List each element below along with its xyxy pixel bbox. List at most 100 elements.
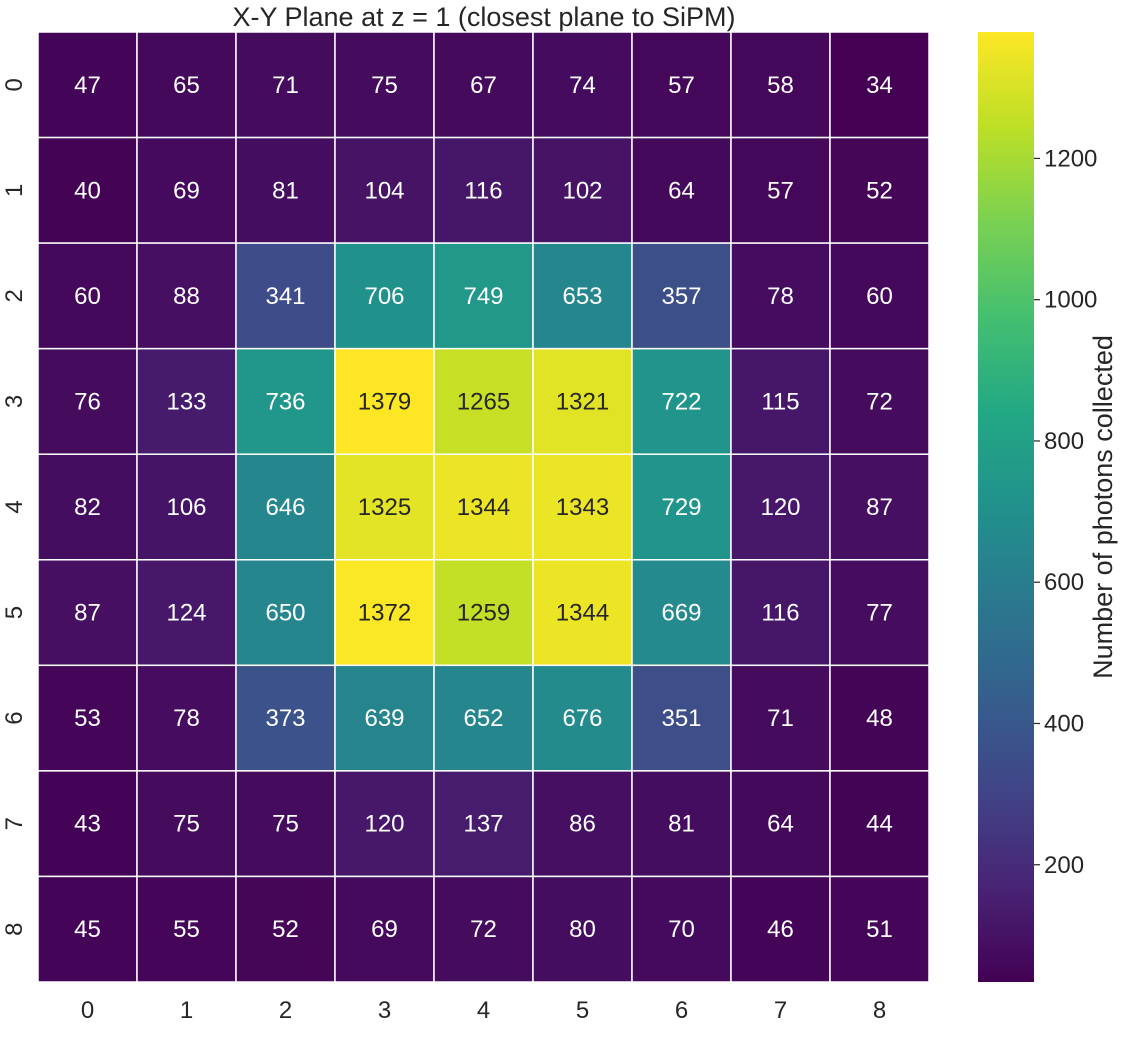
cell-value-label: 106 xyxy=(166,494,206,521)
cell-value-label: 71 xyxy=(272,72,299,99)
heatmap-cell xyxy=(730,31,831,139)
colorbar-tick-label: 600 xyxy=(1044,569,1084,596)
heatmap-cell xyxy=(37,559,138,667)
cell-value-label: 45 xyxy=(74,916,101,943)
colorbar-tick-label: 1200 xyxy=(1044,145,1097,172)
heatmap-cell xyxy=(334,875,435,983)
x-tick-label: 4 xyxy=(477,997,490,1024)
cell-value-label: 70 xyxy=(668,916,695,943)
heatmap-cell xyxy=(631,242,732,350)
cell-value-label: 53 xyxy=(74,705,101,732)
heatmap-cell xyxy=(631,453,732,561)
cell-value-label: 78 xyxy=(767,283,794,310)
colorbar-gradient xyxy=(978,32,1034,982)
cell-value-label: 75 xyxy=(371,72,398,99)
cell-value-label: 1325 xyxy=(358,494,411,521)
heatmap-cell xyxy=(334,242,435,350)
heatmap-cell xyxy=(829,136,930,244)
heatmap-cell xyxy=(136,664,237,772)
cell-value-label: 669 xyxy=(661,600,701,627)
cell-value-label: 44 xyxy=(866,811,893,838)
heatmap-cell xyxy=(37,347,138,455)
heatmap-cell xyxy=(37,453,138,561)
colorbar-tick-label: 1000 xyxy=(1044,287,1097,314)
x-tick-label: 0 xyxy=(81,997,94,1024)
cell-value-label: 69 xyxy=(173,177,200,204)
x-tick-label: 7 xyxy=(774,997,787,1024)
x-tick-label: 2 xyxy=(279,997,292,1024)
cell-value-label: 1321 xyxy=(556,388,609,415)
cell-value-label: 81 xyxy=(272,177,299,204)
heatmap-cell xyxy=(631,875,732,983)
cell-value-label: 115 xyxy=(761,388,799,415)
heatmap-cell xyxy=(136,453,237,561)
heatmap-cell xyxy=(829,770,930,878)
cell-value-label: 749 xyxy=(463,283,503,310)
cell-value-label: 58 xyxy=(767,72,794,99)
cell-value-label: 653 xyxy=(562,283,602,310)
cell-value-label: 46 xyxy=(767,916,794,943)
cell-value-label: 74 xyxy=(569,72,596,99)
heatmap-cell xyxy=(532,875,633,983)
cell-value-label: 133 xyxy=(166,388,206,415)
cell-value-label: 706 xyxy=(364,283,404,310)
cell-value-label: 86 xyxy=(569,811,596,838)
y-tick-label: 5 xyxy=(1,606,28,619)
heatmap-cell xyxy=(829,559,930,667)
cell-value-label: 639 xyxy=(364,705,404,732)
heatmap-cell xyxy=(37,136,138,244)
cell-value-label: 137 xyxy=(463,811,503,838)
cell-value-label: 736 xyxy=(265,388,305,415)
cell-value-label: 88 xyxy=(173,283,200,310)
cell-value-label: 1259 xyxy=(457,600,510,627)
cell-value-label: 55 xyxy=(173,916,200,943)
y-tick-label: 6 xyxy=(1,711,28,724)
cell-value-label: 64 xyxy=(767,811,794,838)
cell-value-label: 104 xyxy=(364,177,404,204)
cell-value-label: 65 xyxy=(173,72,200,99)
cell-value-label: 34 xyxy=(866,72,893,99)
y-tick-label: 8 xyxy=(1,923,28,936)
y-tick-label: 1 xyxy=(1,184,28,197)
cell-value-label: 67 xyxy=(470,72,497,99)
heatmap-cell xyxy=(235,31,336,139)
cell-value-label: 351 xyxy=(661,705,701,732)
heatmap-cell xyxy=(136,347,237,455)
heatmap-cell xyxy=(829,347,930,455)
cell-value-label: 69 xyxy=(371,916,398,943)
cell-value-label: 116 xyxy=(761,600,799,627)
cell-value-label: 124 xyxy=(166,600,206,627)
heatmap-cell xyxy=(433,664,534,772)
cell-value-label: 78 xyxy=(173,705,200,732)
heatmap-cell xyxy=(829,453,930,561)
heatmap-cell xyxy=(136,242,237,350)
colorbar-label: Number of photons collected xyxy=(1088,335,1118,679)
heatmap-cells: 47 65 71 75 67 74 57 58 34 40 69 81 104 116 102 64 57 52 6… xyxy=(37,31,930,983)
heatmap-cell xyxy=(235,770,336,878)
heatmap-cell xyxy=(37,875,138,983)
heatmap-cell xyxy=(433,770,534,878)
heatmap-cell xyxy=(334,453,435,561)
cell-value-label: 75 xyxy=(272,811,299,838)
heatmap-cell xyxy=(532,770,633,878)
cell-value-label: 1344 xyxy=(556,600,609,627)
cell-value-label: 77 xyxy=(866,600,893,627)
cell-value-label: 81 xyxy=(668,811,695,838)
heatmap-cell xyxy=(829,242,930,350)
y-tick-label: 0 xyxy=(1,78,28,91)
heatmap-cell xyxy=(433,242,534,350)
heatmap-cell xyxy=(829,875,930,983)
cell-value-label: 87 xyxy=(866,494,893,521)
cell-value-label: 48 xyxy=(866,705,893,732)
x-axis-ticks: 0 1 2 3 4 5 6 7 8 xyxy=(81,997,886,1024)
y-tick-label: 7 xyxy=(1,817,28,830)
cell-value-label: 1265 xyxy=(457,388,510,415)
cell-value-label: 80 xyxy=(569,916,596,943)
heatmap-cell xyxy=(37,242,138,350)
cell-value-label: 71 xyxy=(767,705,794,732)
heatmap-cell xyxy=(235,875,336,983)
cell-value-label: 120 xyxy=(364,811,404,838)
x-tick-label: 3 xyxy=(378,997,391,1024)
